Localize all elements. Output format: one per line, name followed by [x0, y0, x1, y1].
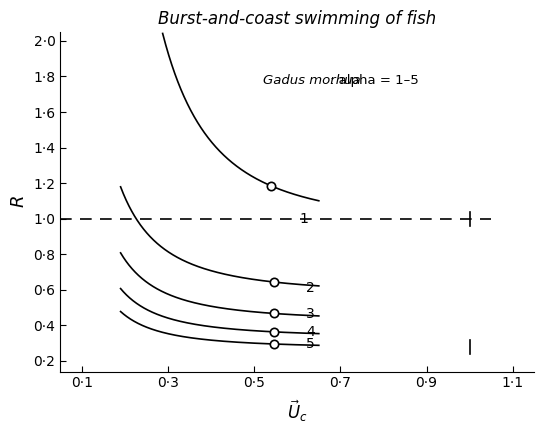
Text: : alpha = 1–5: : alpha = 1–5	[330, 73, 418, 86]
Text: 1: 1	[299, 212, 308, 226]
Y-axis label: $R$: $R$	[10, 195, 28, 208]
Text: 4: 4	[306, 325, 314, 339]
Text: 3: 3	[306, 307, 314, 321]
Text: 5: 5	[306, 337, 314, 351]
Text: 2: 2	[306, 281, 314, 295]
Text: Gadus morhua: Gadus morhua	[263, 73, 361, 86]
Title: Burst-and-coast swimming of fish: Burst-and-coast swimming of fish	[158, 10, 436, 28]
X-axis label: $\vec{U}_c$: $\vec{U}_c$	[287, 399, 307, 424]
